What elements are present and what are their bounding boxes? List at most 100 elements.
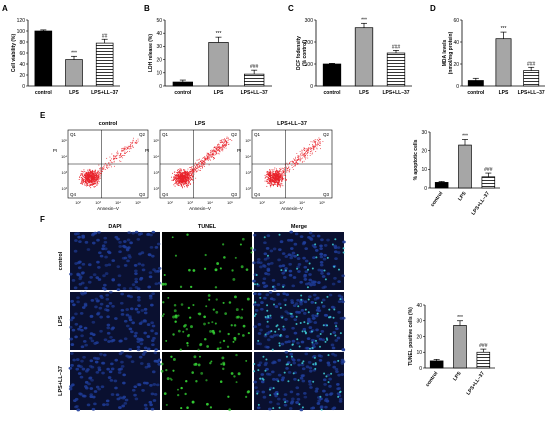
y-axis-title: TUNEL positive cells (%) xyxy=(408,307,414,366)
y-tick-label: 0 xyxy=(456,84,459,90)
x-tick-label: 10³ xyxy=(279,201,285,205)
x-tick-label: control xyxy=(35,90,53,96)
flow-dots xyxy=(171,136,233,189)
y-tick-label: 40 xyxy=(416,303,422,309)
y-tick-label: 100 xyxy=(305,62,314,68)
x-tick-label: LPS xyxy=(359,90,369,96)
quadrant-label-q3: Q3 xyxy=(139,192,146,197)
bar-control xyxy=(172,81,193,87)
x-tick-label: 10² xyxy=(75,201,81,205)
bar-lps xyxy=(453,325,467,369)
y-tick-label: 10⁵ xyxy=(61,139,67,143)
significance-mark: *** xyxy=(457,315,463,321)
flow-x-axis-title: Annexin–V xyxy=(97,206,119,211)
x-tick-label: LPS+LL–37 xyxy=(241,90,268,96)
bar-lps xyxy=(65,59,83,87)
flow-y-axis-title: PI xyxy=(145,148,149,153)
significance-mark: *** xyxy=(361,17,367,23)
micro-column-title: DAPI xyxy=(108,224,122,230)
x-tick-label: 10² xyxy=(259,201,265,205)
x-tick-label: control xyxy=(324,90,342,96)
panel-label-c: C xyxy=(288,4,294,13)
y-tick-label: 80 xyxy=(19,40,25,46)
flow-x-axis-title: Annexin–V xyxy=(281,206,303,211)
y-tick-label: 20 xyxy=(19,73,25,79)
y-tick-label: 30 xyxy=(421,130,427,136)
y-tick-label: 10⁵ xyxy=(153,139,159,143)
significance-mark: *** xyxy=(71,50,77,56)
y-axis-title: DCF fodensity(% control) xyxy=(296,36,308,70)
quadrant-label-q1: Q1 xyxy=(254,132,261,137)
x-tick-label: control xyxy=(174,90,192,96)
x-tick-label: 10⁴ xyxy=(115,201,121,205)
x-tick-label: 10⁵ xyxy=(227,201,233,205)
flow-plot-title: control xyxy=(99,121,118,127)
bar-lps-ll-37 xyxy=(244,73,265,87)
quadrant-label-q3: Q3 xyxy=(323,192,330,197)
bar-lps-ll-37 xyxy=(481,176,496,189)
y-tick-label: 10 xyxy=(156,71,162,77)
y-tick-label: 10² xyxy=(154,187,160,191)
panel-label-b: B xyxy=(144,4,150,13)
x-tick-label: control xyxy=(425,370,440,388)
bar-control xyxy=(467,80,484,87)
y-tick-label: 120 xyxy=(17,18,26,24)
flow-plot-title: LPS xyxy=(195,121,206,127)
merge-image xyxy=(254,232,344,290)
tunel-spots xyxy=(161,294,250,351)
y-tick-label: 10³ xyxy=(246,171,252,175)
x-tick-label: 10³ xyxy=(187,201,193,205)
quadrant-label-q1: Q1 xyxy=(70,132,77,137)
x-tick-label: 10⁴ xyxy=(299,201,305,205)
y-axis-title: % apoptotic cells xyxy=(413,139,419,180)
y-tick-label: 10² xyxy=(62,187,68,191)
bar-lps xyxy=(495,38,512,87)
y-tick-label: 100 xyxy=(17,29,26,35)
significance-mark: *** xyxy=(501,26,507,32)
y-tick-label: 10⁴ xyxy=(245,155,251,159)
y-tick-label: 10 xyxy=(416,350,422,356)
y-tick-label: 300 xyxy=(305,18,314,24)
y-tick-label: 40 xyxy=(19,62,25,68)
x-tick-label: LPS xyxy=(214,90,224,96)
y-axis-title: MDA levels(nmol/mg protein) xyxy=(442,31,454,74)
y-tick-label: 0 xyxy=(419,366,422,372)
y-tick-label: 0 xyxy=(424,186,427,192)
merge-spots xyxy=(253,294,342,351)
y-tick-label: 20 xyxy=(421,148,427,154)
flow-y-axis-title: PI xyxy=(237,148,241,153)
flow-y-axis-title: PI xyxy=(53,148,57,153)
quadrant-label-q2: Q2 xyxy=(231,132,238,137)
panel-label-d: D xyxy=(430,4,436,13)
chart-dcf-fluorescence: 0 100 200 300 DCF fodensity(% control) contro… xyxy=(296,17,412,96)
y-tick-label: 10³ xyxy=(62,171,68,175)
x-tick-label: LPS+LL–37 xyxy=(466,371,487,397)
panel-label-e: E xyxy=(40,111,46,120)
flow-dots xyxy=(264,137,324,188)
quadrant-label-q2: Q2 xyxy=(323,132,330,137)
y-tick-label: 10³ xyxy=(154,171,160,175)
x-tick-label: LPS xyxy=(452,370,463,382)
merge-nuclei xyxy=(252,230,346,291)
y-tick-label: 50 xyxy=(156,18,162,24)
bar-lps xyxy=(208,42,229,87)
x-tick-label: 10² xyxy=(167,201,173,205)
significance-mark: ## xyxy=(102,33,108,39)
significance-mark: ### xyxy=(484,167,493,173)
tunel-image xyxy=(162,232,252,290)
chart-cell-viability: 0 20 40 60 80 100 120 Cell viability (%) control… xyxy=(11,18,120,96)
quadrant-label-q1: Q1 xyxy=(162,132,169,137)
chart-mda-levels: 0 20 40 60 MDA levels(nmol/mg protein) contro… xyxy=(442,18,545,96)
quadrant-label-q4: Q4 xyxy=(254,192,261,197)
merge-nuclei xyxy=(253,290,346,352)
x-tick-label: LPS+LL–37 xyxy=(382,90,409,96)
quadrant-label-q2: Q2 xyxy=(139,132,146,137)
bar-control xyxy=(34,30,53,87)
x-tick-label: LPS+LL–37 xyxy=(91,90,118,96)
y-tick-label: 30 xyxy=(416,319,422,325)
x-tick-label: LPS xyxy=(69,90,79,96)
significance-mark: *** xyxy=(462,133,468,139)
y-tick-label: 10² xyxy=(246,187,252,191)
x-tick-label: control xyxy=(467,90,485,96)
